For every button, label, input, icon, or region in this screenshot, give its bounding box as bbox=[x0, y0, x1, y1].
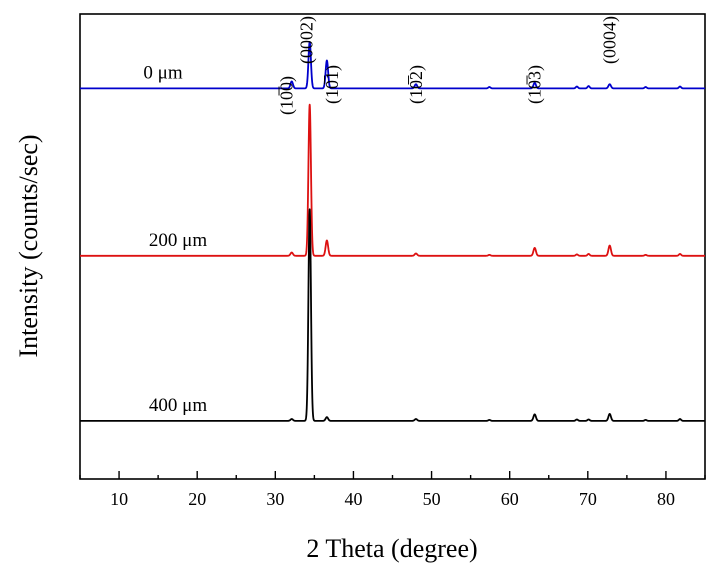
y-axis-title: Intensity (counts/sec) bbox=[14, 134, 43, 357]
peak-label-3: (10̅2) bbox=[406, 65, 427, 104]
series-label-1: 200 μm bbox=[149, 230, 207, 251]
x-tick-label-80: 80 bbox=[657, 489, 675, 509]
peak-label-1: (0002) bbox=[297, 16, 318, 64]
series-line-1 bbox=[79, 103, 706, 257]
x-axis-title: 2 Theta (degree) bbox=[306, 534, 477, 563]
peak-label-5: (0004) bbox=[600, 16, 621, 64]
series-layer bbox=[79, 41, 706, 422]
x-tick-label-50: 50 bbox=[423, 489, 441, 509]
series-label-2: 400 μm bbox=[149, 395, 207, 416]
peak-labels: (10̅0) (0002)(10̅1) (10̅2) (10̅3) (0004) bbox=[277, 16, 621, 115]
x-tick-label-20: 20 bbox=[188, 489, 206, 509]
series-line-2 bbox=[79, 208, 706, 422]
x-tick-label-30: 30 bbox=[266, 489, 284, 509]
series-label-0: 0 μm bbox=[143, 62, 182, 83]
x-tick-label-10: 10 bbox=[110, 489, 128, 509]
series-line-0 bbox=[79, 41, 706, 90]
peak-label-0: (10̅0) bbox=[277, 76, 298, 115]
x-ticks: 10 20 30 40 50 60 70 80 bbox=[79, 471, 706, 509]
peak-label-2: (10̅1) bbox=[322, 65, 343, 104]
series-labels: 0 μm 200 μm 400 μm bbox=[143, 62, 207, 415]
x-tick-label-60: 60 bbox=[501, 489, 519, 509]
x-tick-label-70: 70 bbox=[579, 489, 597, 509]
peak-label-4: (10̅3) bbox=[525, 65, 546, 104]
x-tick-label-40: 40 bbox=[344, 489, 362, 509]
